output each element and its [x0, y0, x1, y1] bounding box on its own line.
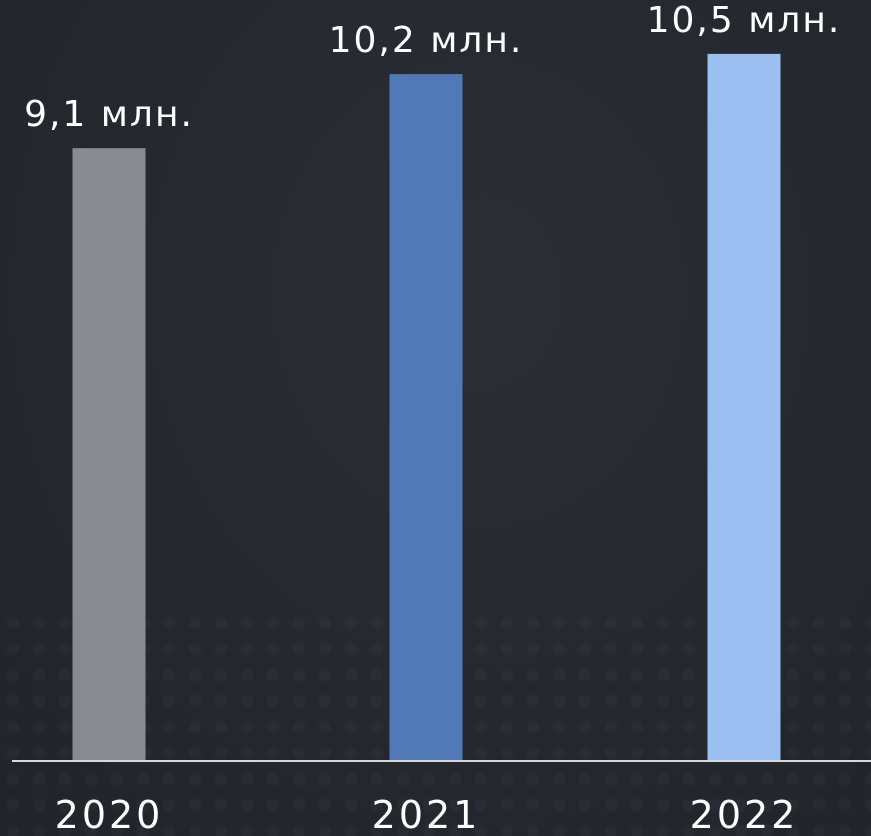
- data-label-2020: 9,1 млн.: [24, 94, 194, 135]
- x-tick-label-2021: 2021: [372, 793, 481, 836]
- bar-2021: [389, 74, 463, 761]
- data-label-2021: 10,2 млн.: [329, 20, 524, 61]
- x-tick-labels-group: 2020 2021 2022: [55, 793, 799, 836]
- x-tick-label-2020: 2020: [55, 793, 164, 836]
- x-tick-label-2022: 2022: [690, 793, 799, 836]
- bar-2022: [707, 53, 781, 762]
- data-label-2022: 10,5 млн.: [647, 0, 842, 41]
- bars-group: [72, 53, 781, 762]
- data-labels-group: 9,1 млн. 10,2 млн. 10,5 млн.: [24, 0, 842, 135]
- bar-2020: [72, 148, 146, 761]
